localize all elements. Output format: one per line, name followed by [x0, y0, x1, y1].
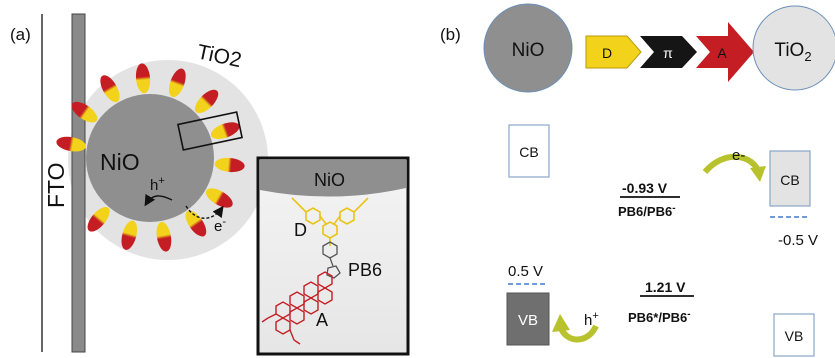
fto-bar [71, 13, 86, 353]
dye-petal [210, 122, 240, 139]
dye-petal [185, 210, 207, 237]
panel-a: (a) FTO NiO TiO2 [10, 13, 410, 356]
donor-molecule [291, 197, 369, 246]
excited-potential: 1.21 V [645, 279, 686, 295]
reduction-potential: -0.93 V [622, 180, 668, 196]
dye-petal [205, 188, 233, 208]
dye-petal [71, 101, 98, 123]
acceptor-label: A [717, 45, 727, 61]
dye-petal [214, 157, 245, 173]
nio-vb-potential: 0.5 V [508, 263, 543, 280]
dye-petals [56, 63, 245, 252]
nio-cb-label: CB [519, 144, 538, 160]
dye-petal [135, 63, 151, 94]
tio2-cb-label: CB [780, 172, 799, 188]
donor-arrow [585, 35, 642, 69]
inset-nio-label: NiO [314, 170, 345, 190]
dye-petal [56, 136, 87, 152]
nio-vb-box [506, 292, 550, 346]
nio-core [86, 94, 214, 222]
electron-transfer-arrow [702, 153, 761, 175]
dye-petal [169, 68, 186, 98]
electron-transfer-label: e- [732, 147, 745, 164]
b-nio-circle [483, 3, 573, 93]
donor-label: D [602, 45, 612, 61]
nio-core-label: NiO [100, 149, 140, 175]
bridge-label: π [663, 45, 673, 61]
inset-acceptor-label: A [316, 310, 328, 330]
fto-label: FTO [43, 162, 69, 208]
highlight-box [177, 111, 243, 151]
tio2-vb-box [773, 313, 815, 357]
bridge-arrow [640, 36, 697, 68]
nio-cb-box [508, 124, 550, 178]
excited-couple: PB6*/PB6- [628, 309, 691, 325]
hole-transfer-label: h+ [584, 310, 599, 329]
electron-transfer-arrowhead [750, 166, 766, 182]
electron-label: e- [214, 216, 226, 235]
nio-vb-label: VB [518, 312, 538, 329]
hole-arrow [144, 193, 173, 207]
b-nio-label: NiO [512, 40, 545, 61]
inset-donor-label: D [294, 220, 307, 240]
dye-petal [121, 220, 138, 250]
tio2-cb-box [769, 150, 811, 207]
reduction-couple: PB6/PB6- [618, 203, 676, 219]
acceptor-molecule [261, 271, 333, 345]
b-tio2-label: TiO2 [774, 40, 811, 64]
hole-transfer-arrowhead [552, 314, 570, 332]
panel-b: (b) NiO D π A TiO2 CB 0.5 V VB -0.93 V P… [440, 3, 835, 357]
electron-arrow [185, 205, 224, 219]
panel-b-label: (b) [440, 25, 461, 44]
dye-petal [87, 206, 110, 232]
dye-petal [194, 89, 219, 114]
hole-label: h+ [150, 175, 165, 194]
tio2-cb-potential: -0.5 V [778, 232, 818, 249]
inset: NiO D PB6 [256, 156, 410, 356]
acceptor-arrow [696, 22, 754, 82]
b-tio2-circle [752, 5, 835, 91]
panel-a-label: (a) [10, 25, 31, 44]
dye-petal [156, 221, 172, 252]
inset-dye-label: PB6 [348, 260, 382, 280]
inset-nio-surface [260, 160, 406, 197]
dye-petal [100, 75, 120, 103]
tio2-vb-label: VB [785, 328, 804, 344]
